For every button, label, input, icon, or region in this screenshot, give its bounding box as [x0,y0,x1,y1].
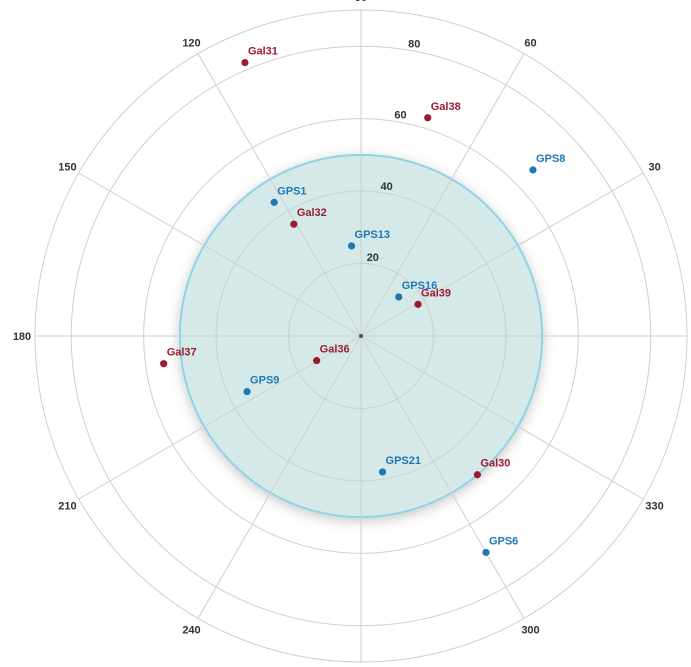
satellite-label: GPS8 [536,153,565,165]
angular-tick-label: 330 [645,501,663,513]
satellite-point [482,548,490,557]
angular-tick-label: 120 [182,37,200,49]
angular-tick-label: 300 [521,625,539,637]
angular-grid-line [78,335,362,500]
satellite-point [414,300,422,308]
radial-tick-label: 60 [394,110,406,122]
satellite-point [378,468,387,476]
satellite-label: Gal36 [320,344,350,356]
radial-tick-label: 80 [408,39,420,51]
polar-grid [34,9,688,663]
angular-tick-label: 180 [13,331,31,343]
satellite-point [313,356,321,365]
angular-grid-line [360,335,525,619]
angular-grid-line [360,335,644,500]
satellite-point [347,242,356,250]
satellite-label: Gal37 [167,347,197,359]
satellite-label: GPS1 [277,185,306,197]
satellite-label: Gal32 [297,207,327,219]
satellite-label: Gal39 [421,287,451,299]
radial-tick-label: 20 [367,252,379,264]
satellite-point [473,471,482,479]
axis-tick-labels: 30609012015018021024027030033020406080 [13,0,664,637]
radial-tick-label: 40 [381,181,393,193]
center-marker [359,334,363,338]
angular-grid-line [360,172,644,337]
satellite-label: Gal38 [431,101,461,113]
satellite-label: GPS6 [489,535,518,547]
angular-tick-label: 60 [524,37,536,49]
satellite-label: GPS16 [402,280,437,292]
angular-tick-label: 150 [58,162,76,174]
angular-tick-label: 210 [58,501,76,513]
angular-tick-label: 240 [182,625,200,637]
angular-tick-label: 90 [355,0,367,4]
angular-grid-line [78,172,362,337]
satellite-label: GPS9 [250,375,279,387]
angular-grid-line [360,53,525,337]
satellite-point [395,293,403,301]
angular-grid-line [197,335,362,619]
satellite-point [270,198,278,206]
satellite-point [243,387,251,396]
satellite-point [290,220,298,228]
satellite-label: GPS13 [355,229,390,241]
angular-grid-line [197,53,362,337]
satellite-label: GPS21 [386,455,421,467]
satellite-point [241,58,249,67]
satellite-point [529,166,537,174]
satellite-points: GPS1 GPS13 GPS16 GPS8 GPS9 GPS21 GPS6 Gal31 Gal3… [160,46,565,557]
satellite-label: Gal30 [480,458,510,470]
satellite-point [424,114,432,122]
satellite-label: Gal31 [248,46,278,58]
angular-tick-label: 30 [648,162,660,174]
satellite-point [160,360,168,368]
